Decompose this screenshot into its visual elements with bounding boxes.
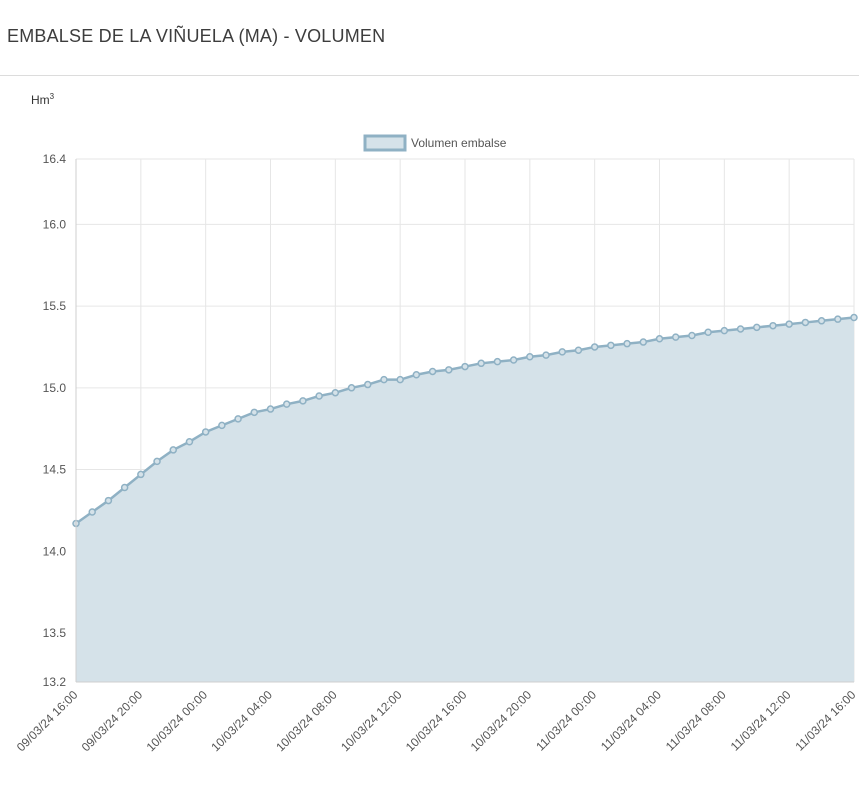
data-point[interactable] [153,457,161,466]
data-point[interactable] [509,356,518,364]
data-point[interactable] [801,318,810,327]
data-point[interactable] [736,325,745,333]
page-title: EMBALSE DE LA VIÑUELA (MA) - VOLUMEN [7,26,386,46]
data-point[interactable] [445,366,453,374]
data-point[interactable] [412,370,421,379]
x-tick-label: 10/03/24 12:00 [338,688,405,755]
data-point[interactable] [315,392,323,400]
y-tick-label: 15.5 [43,299,67,313]
data-point[interactable] [137,470,145,479]
data-point[interactable] [396,375,404,384]
data-point[interactable] [493,357,502,366]
data-point[interactable] [574,346,583,354]
data-point[interactable] [477,359,485,368]
data-point[interactable] [364,380,372,389]
data-point[interactable] [850,313,858,322]
data-point[interactable] [282,400,291,408]
data-point[interactable] [331,388,340,397]
x-tick-label: 09/03/24 16:00 [14,688,81,755]
x-tick-label: 10/03/24 00:00 [144,688,211,755]
data-point[interactable] [461,362,469,371]
data-point[interactable] [380,375,388,384]
data-point[interactable] [704,328,712,336]
page-header: EMBALSE DE LA VIÑUELA (MA) - VOLUMEN [0,0,859,76]
x-tick-label: 10/03/24 20:00 [468,688,535,755]
area-layer [72,313,858,682]
data-point[interactable] [817,317,826,325]
data-point[interactable] [266,405,275,413]
data-point[interactable] [104,496,113,505]
x-tick-label: 11/03/24 04:00 [598,688,664,754]
chart-legend[interactable]: Volumen embalse [363,134,507,152]
x-tick-label: 11/03/24 08:00 [663,688,729,754]
data-point[interactable] [428,367,437,376]
data-point[interactable] [785,320,793,328]
data-point[interactable] [834,315,842,323]
data-point[interactable] [542,351,550,359]
y-axis-unit-text: Hm [31,93,50,107]
data-point[interactable] [769,321,777,330]
x-tick-label: 11/03/24 12:00 [728,688,794,754]
data-point[interactable] [169,446,177,454]
x-tick-label: 10/03/24 16:00 [403,688,470,755]
data-point[interactable] [558,348,566,356]
x-tick-label: 11/03/24 16:00 [793,688,859,754]
data-point[interactable] [526,353,534,361]
data-point[interactable] [234,415,242,423]
data-point[interactable] [120,483,129,492]
y-tick-label: 16.0 [43,217,67,231]
data-point[interactable] [590,343,599,351]
x-tick-label: 10/03/24 04:00 [208,688,275,755]
data-point[interactable] [655,335,664,343]
data-point[interactable] [201,428,210,436]
data-point[interactable] [88,508,96,516]
data-point[interactable] [720,326,729,335]
x-tick-label: 09/03/24 20:00 [79,688,146,755]
data-point[interactable] [185,438,194,446]
data-point[interactable] [607,341,615,350]
y-tick-label: 14.0 [43,544,67,558]
y-tick-label: 15.0 [43,381,67,395]
data-point[interactable] [753,323,761,332]
y-tick-label: 16.4 [43,152,67,166]
series-area-fill [76,317,854,682]
y-axis-unit-label: Hm3 [31,92,54,107]
legend-swatch[interactable] [363,134,407,152]
y-tick-label: 13.2 [43,675,67,689]
x-tick-label: 10/03/24 08:00 [273,688,340,755]
data-point[interactable] [688,331,696,340]
data-point[interactable] [347,384,356,392]
data-point[interactable] [623,339,631,348]
y-tick-label: 13.5 [43,626,67,640]
data-point[interactable] [299,397,307,405]
legend-label[interactable]: Volumen embalse [411,136,507,150]
y-axis-unit-superscript: 3 [49,92,55,101]
data-point[interactable] [250,408,259,417]
data-point[interactable] [639,338,648,346]
x-tick-label: 11/03/24 00:00 [533,688,599,754]
data-point[interactable] [671,333,680,341]
y-tick-label: 14.5 [43,463,67,477]
data-point[interactable] [218,421,226,430]
